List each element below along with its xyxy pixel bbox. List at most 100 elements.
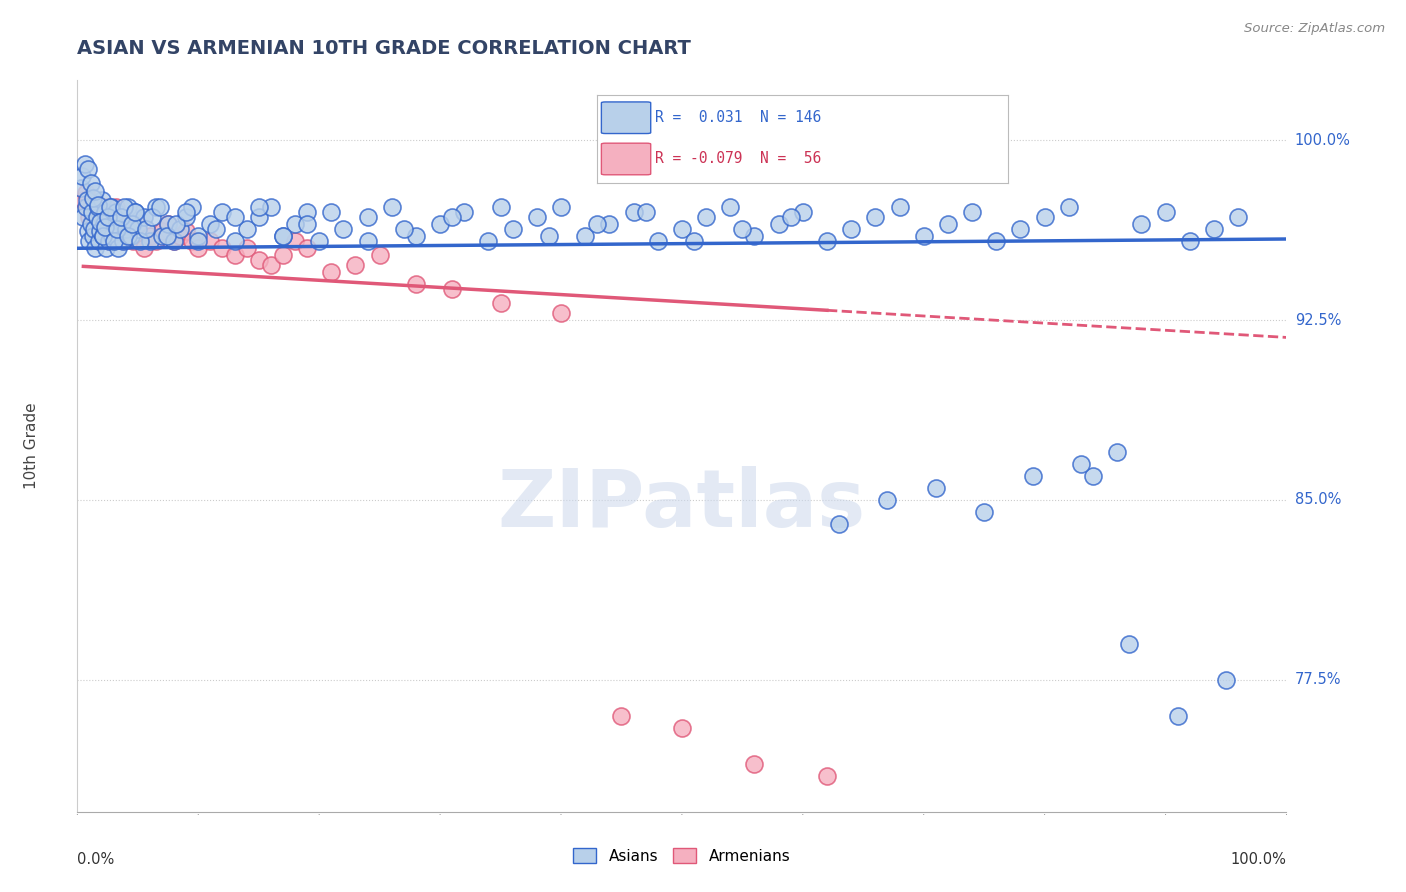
Point: [139, 234, 162, 248]
Point: [96, 241, 118, 255]
Point: [82, 191, 104, 205]
Point: [166, 217, 188, 231]
Point: [105, 200, 128, 214]
Point: [89, 215, 111, 229]
Point: [174, 205, 197, 219]
Point: [889, 200, 911, 214]
Point: [169, 229, 191, 244]
Point: [1130, 217, 1153, 231]
Point: [247, 200, 270, 214]
Point: [925, 481, 948, 495]
Point: [70, 169, 93, 184]
Point: [79, 177, 101, 191]
Point: [72, 193, 94, 207]
Point: [76, 200, 98, 214]
Point: [157, 217, 180, 231]
Point: [124, 205, 146, 219]
Point: [271, 248, 294, 262]
Point: [70, 181, 93, 195]
Point: [84, 217, 107, 231]
Point: [91, 229, 114, 244]
Point: [718, 200, 741, 214]
Point: [87, 198, 110, 212]
Point: [79, 217, 101, 231]
Point: [986, 234, 1008, 248]
Point: [163, 234, 186, 248]
Point: [103, 210, 125, 224]
Point: [132, 241, 155, 255]
Point: [117, 200, 139, 214]
Point: [1057, 200, 1080, 214]
Text: Source: ZipAtlas.com: Source: ZipAtlas.com: [1244, 22, 1385, 36]
Point: [97, 234, 120, 248]
Point: [157, 217, 180, 231]
Point: [79, 210, 101, 224]
Point: [75, 186, 97, 200]
Point: [148, 200, 170, 214]
Point: [647, 234, 669, 248]
Text: 100.0%: 100.0%: [1295, 133, 1351, 148]
Point: [79, 200, 101, 214]
Point: [550, 200, 572, 214]
Point: [1021, 469, 1043, 483]
Point: [83, 205, 105, 219]
Point: [108, 229, 131, 244]
Point: [876, 492, 898, 507]
Point: [550, 306, 572, 320]
Point: [105, 222, 128, 236]
Point: [87, 200, 110, 214]
Point: [83, 222, 105, 236]
Point: [105, 205, 128, 219]
Point: [1118, 637, 1140, 651]
Point: [187, 241, 209, 255]
Point: [271, 229, 294, 244]
Point: [90, 217, 112, 231]
Point: [100, 217, 122, 231]
Point: [80, 217, 103, 231]
Point: [103, 234, 125, 248]
Point: [187, 229, 209, 244]
Point: [1107, 445, 1129, 459]
Point: [381, 200, 404, 214]
Point: [200, 217, 222, 231]
Point: [392, 222, 415, 236]
Point: [429, 217, 451, 231]
Point: [76, 193, 98, 207]
Point: [224, 234, 246, 248]
Point: [87, 234, 110, 248]
Point: [321, 205, 343, 219]
Point: [308, 234, 330, 248]
Point: [671, 222, 693, 236]
Point: [87, 234, 110, 248]
Point: [141, 210, 163, 224]
Point: [205, 222, 228, 236]
Point: [82, 229, 104, 244]
Point: [75, 200, 97, 214]
Point: [145, 234, 167, 248]
Point: [295, 241, 318, 255]
Point: [84, 184, 107, 198]
Point: [114, 222, 136, 236]
Point: [101, 229, 124, 244]
Point: [936, 217, 959, 231]
Point: [1167, 708, 1189, 723]
Point: [1033, 210, 1056, 224]
Point: [574, 229, 596, 244]
Point: [477, 234, 499, 248]
Point: [1070, 457, 1092, 471]
Point: [87, 224, 110, 238]
Point: [96, 210, 118, 224]
Point: [815, 234, 838, 248]
Point: [634, 205, 657, 219]
Point: [731, 222, 754, 236]
Point: [489, 200, 512, 214]
Point: [344, 258, 367, 272]
Point: [122, 234, 145, 248]
Point: [623, 205, 645, 219]
Point: [187, 234, 209, 248]
Point: [865, 210, 887, 224]
Point: [779, 210, 801, 224]
Point: [815, 769, 838, 783]
Point: [100, 200, 122, 214]
Point: [211, 205, 233, 219]
